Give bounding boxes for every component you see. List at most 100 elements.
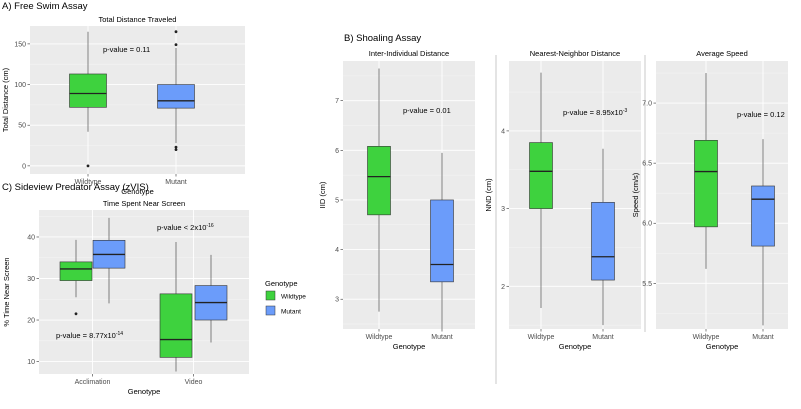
box-wildtype-acclimation [59,239,93,316]
p-value-annotation: p-value = 0.01 [403,106,451,115]
p-value-exponent: -14 [116,331,123,337]
x-tick-label: Acclimation [75,379,111,386]
section-c-heading: C) Sideview Predator Assay (zVIS) [2,182,149,193]
outlier-point [174,145,178,149]
x-axis-label: Genotype [393,342,426,351]
y-tick-label: 5.5 [642,281,652,288]
x-axis-label: Genotype [559,342,592,351]
box-iqr [157,84,195,109]
legend-label-wildtype: Wildtype [281,294,306,301]
legend-label-mutant: Mutant [281,309,301,316]
box-iqr [69,73,107,108]
chart-title: Average Speed [696,49,748,58]
box-wildtype-wildtype [694,73,718,269]
x-tick-label: Mutant [592,334,613,341]
legend-title: Genotype [265,279,298,288]
chart-b2: 2 3 4 Wildtype Mutant Nearest-Neighbor Distan… [484,49,641,351]
p-value-annotation: p-value = 8.95x10-3 [563,108,628,117]
box-iqr [59,261,93,281]
box-wildtype-wildtype [69,31,107,168]
box-mutant-acclimation [92,217,126,304]
section-b-heading: B) Shoaling Assay [344,33,421,44]
y-tick-label: 7 [335,98,339,105]
p-value-annotation: p-value < 2x10-16 [157,223,214,232]
box-wildtype-wildtype [529,72,553,309]
y-tick-label: 30 [27,276,35,283]
box-mutant-mutant [751,139,775,326]
plot-panel [30,26,245,174]
y-tick-label: 6.0 [642,221,652,228]
legend-swatch-mutant [265,305,276,316]
box-iqr [751,185,775,247]
legend: Genotype Wildtype Mutant [265,279,306,316]
chart-b1: 3 4 5 6 7 Wildtype Mutant Inter-Individual Dist… [318,49,475,351]
x-tick-label: Wildtype [528,334,555,341]
y-tick-label: 4 [501,128,505,135]
box-iqr [529,142,553,209]
x-axis-label: Genotype [706,342,739,351]
chart-title: Nearest-Neighbor Distance [530,49,620,58]
box-iqr [159,293,193,358]
box-iqr [430,199,454,283]
x-tick-label: Wildtype [75,179,102,186]
p-value-exponent: -3 [623,108,628,114]
x-axis-label: Genotype [121,187,154,196]
x-tick-label: Wildtype [366,334,393,341]
y-tick-label: 150 [14,41,26,48]
y-axis-label: NND (cm) [484,178,493,212]
y-tick-label: 20 [27,318,35,325]
legend-swatch-wildtype [265,290,276,301]
y-axis-label: Speed (cm/s) [631,172,640,217]
y-tick-label: 100 [14,82,26,89]
y-tick-label: 6 [335,148,339,155]
box-iqr [367,146,391,216]
y-tick-label: 50 [18,123,26,130]
p-value-annotation: p-value = 0.12 [737,110,785,119]
box-wildtype-wildtype [367,68,391,312]
y-tick-label: 0 [22,163,26,170]
plot-panel [343,61,475,329]
outlier-point [174,43,178,47]
outlier-point [174,148,178,152]
chart-a: 0 50 100 150 Wildtype Mutant Total Distance Tr… [1,15,245,196]
section-a-heading: A) Free Swim Assay [2,1,88,12]
box-iqr [694,140,718,228]
chart-title: Inter-Individual Distance [369,49,449,58]
y-tick-label: 3 [501,206,505,213]
y-tick-label: 10 [27,359,35,366]
chart-b3: 5.5 6.0 6.5 7.0 Wildtype Mutant Average Speed G… [631,49,788,351]
chart-title: Time Spent Near Screen [103,199,185,208]
box-mutant-mutant [591,148,615,326]
p-value-annotation: p-value = 0.11 [103,45,150,54]
y-tick-label: 3 [335,297,339,304]
y-tick-label: 6.5 [642,161,652,168]
p-value-exponent: -16 [206,223,213,229]
box-wildtype-video [159,241,193,372]
x-tick-label: Wildtype [693,334,720,341]
box-mutant-video [194,254,228,343]
y-axis-label: IID (cm) [318,181,327,208]
y-axis-label: % Time Near Screen [2,257,11,326]
x-tick-label: Mutant [752,334,773,341]
box-mutant-mutant [430,152,454,329]
x-tick-label: Video [185,379,203,386]
outlier-point [86,164,90,168]
y-tick-label: 2 [501,284,505,291]
chart-title: Total Distance Traveled [99,15,177,24]
x-axis-label: Genotype [128,387,161,396]
y-tick-label: 5 [335,197,339,204]
p-value-annotation: p-value = 8.77x10-14 [56,331,123,340]
x-tick-label: Mutant [165,179,186,186]
outlier-point [174,30,178,34]
plot-panel [509,61,641,329]
x-tick-label: Mutant [431,334,452,341]
outlier-point [74,312,78,316]
y-tick-label: 4 [335,247,339,254]
y-axis-label: Total Distance (cm) [1,67,10,132]
box-iqr [591,202,615,281]
y-tick-label: 40 [27,234,35,241]
chart-c: 10 20 30 40 Acclimation Video Time Spent Near … [2,199,249,396]
y-tick-label: 7.0 [642,101,652,108]
box-mutant-mutant [157,30,195,152]
